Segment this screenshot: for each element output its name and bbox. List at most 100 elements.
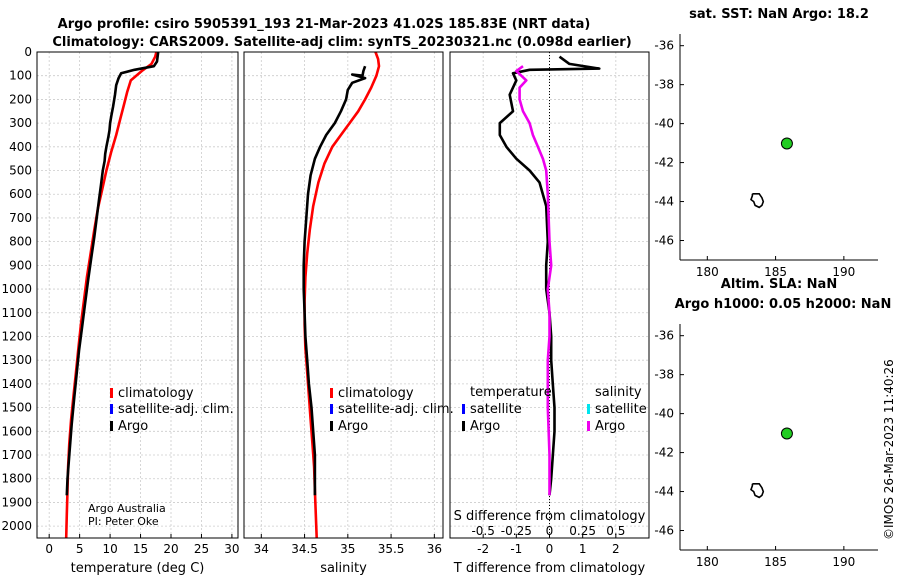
legend-label-satellite: satellite-adj. clim. — [338, 402, 454, 417]
y-tick-label: 1200 — [1, 329, 32, 343]
salinity-panel: 34 34.5 35 35.5 36 salinity — [243, 51, 444, 576]
y-tick-label: 1700 — [1, 448, 32, 462]
coastline — [750, 193, 765, 209]
legend-swatch-temp-argo — [462, 421, 465, 431]
secondary-x-axis-label: S difference from climatology — [454, 509, 646, 524]
legend-head-salinity: salinity — [595, 385, 642, 400]
series-line-argo — [65, 51, 160, 496]
credit-line1: Argo Australia — [88, 502, 166, 515]
x-tick-label: 2 — [612, 542, 620, 556]
x-tick-label: 35 — [340, 542, 355, 556]
figure-title-line1: Argo profile: csiro 5905391_193 21-Mar-2… — [58, 17, 591, 32]
axes-frame — [36, 51, 239, 539]
legend-label-satellite: satellite-adj. clim. — [118, 402, 234, 417]
map-x-tick-label: 185 — [764, 555, 787, 569]
map-title: Altim. SLA: NaN — [721, 277, 837, 292]
sst-map-panel: sat. SST: NaN Argo: 18.2 -36 -38 -40 -42 -44 -… — [654, 7, 878, 279]
legend-swatch-argo — [110, 421, 113, 431]
y-tick-label: 400 — [9, 140, 32, 154]
y-tick-label: 1500 — [1, 401, 32, 415]
x-axis-label: T difference from climatology — [453, 561, 646, 576]
y-tick-label: 600 — [9, 187, 32, 201]
map-y-tick-label: -46 — [654, 234, 674, 248]
legend-swatch-climatology — [330, 388, 333, 398]
x-tick-label: 34.5 — [291, 542, 318, 556]
y-tick-label: 1800 — [1, 472, 32, 486]
map-y-tick-label: -40 — [654, 407, 674, 421]
legend-label-temp-argo: Argo — [470, 419, 500, 434]
legend-label-climatology: climatology — [118, 386, 194, 401]
float-position-marker — [780, 427, 793, 440]
x-tick-label: 0 — [546, 542, 554, 556]
map-title: sat. SST: NaN Argo: 18.2 — [689, 7, 869, 22]
y-tick-label: 800 — [9, 235, 32, 249]
x-tick-label: 0 — [45, 542, 53, 556]
legend-label-argo: Argo — [118, 419, 148, 434]
map-y-tick-label: -36 — [654, 329, 674, 343]
y-tick-label: 900 — [9, 258, 32, 272]
credit-line2: PI: Peter Oke — [88, 515, 159, 528]
legend-swatch-temp-satellite — [462, 404, 465, 414]
x-tick-label: 10 — [102, 542, 117, 556]
legend-head-temperature: temperature — [470, 385, 552, 400]
legend-swatch-sal-satellite — [587, 404, 590, 414]
y-tick-label: 100 — [9, 69, 32, 83]
map-y-tick-label: -36 — [654, 39, 674, 53]
x-tick-label: 20 — [163, 542, 178, 556]
y-tick-label: 200 — [9, 92, 32, 106]
x-tick-label: 36 — [427, 542, 442, 556]
map-title: Argo h1000: 0.05 h2000: NaN — [675, 297, 892, 312]
axes-frame — [243, 51, 444, 539]
temperature-panel: 0 5 10 15 20 25 30 temperature (deg C) 0 100 200 30… — [1, 45, 239, 576]
secondary-x-tick-label: 0 — [546, 524, 554, 538]
x-tick-label: 35.5 — [378, 542, 405, 556]
x-tick-label: 30 — [224, 542, 239, 556]
float-position-marker — [780, 137, 793, 150]
x-axis-label: salinity — [320, 561, 367, 576]
coastline — [750, 482, 765, 499]
legend-label-sal-satellite: satellite — [595, 402, 647, 417]
sla-map-panel: Altim. SLA: NaN Argo h1000: 0.05 h2000: N… — [654, 277, 891, 569]
map-x-tick-label: 190 — [832, 555, 855, 569]
y-tick-label: 1600 — [1, 424, 32, 438]
y-tick-label: 1400 — [1, 377, 32, 391]
y-tick-label: 1300 — [1, 353, 32, 367]
map-x-tick-label: 180 — [696, 555, 719, 569]
x-tick-label: -2 — [477, 542, 489, 556]
map-y-tick-label: -38 — [654, 78, 674, 92]
imos-watermark: ©IMOS 26-Mar-2023 11:40:26 — [882, 359, 896, 540]
map-x-tick-label: 180 — [696, 265, 719, 279]
legend-label-climatology: climatology — [338, 386, 414, 401]
x-tick-label: 1 — [579, 542, 587, 556]
y-tick-label: 300 — [9, 116, 32, 130]
secondary-x-tick-label: 0.5 — [606, 524, 625, 538]
x-tick-label: 25 — [194, 542, 209, 556]
y-tick-label: 1900 — [1, 495, 32, 509]
profile-legend-temp: climatology satellite-adj. clim. Argo — [110, 386, 234, 434]
legend-swatch-satellite — [330, 404, 333, 414]
map-y-tick-label: -42 — [654, 156, 674, 170]
map-y-tick-label: -44 — [654, 195, 674, 209]
x-tick-label: 15 — [133, 542, 148, 556]
y-tick-label: 0 — [24, 45, 32, 59]
secondary-x-tick-label: -0.25 — [501, 524, 532, 538]
difference-legend: temperature salinity satellite Argo sate… — [462, 385, 647, 434]
difference-panel: -2 -1 0 1 2 T difference from climatology S di… — [449, 51, 650, 576]
profile-legend-sal: climatology satellite-adj. clim. Argo — [330, 386, 454, 434]
x-tick-label: 5 — [76, 542, 84, 556]
legend-label-argo: Argo — [338, 419, 368, 434]
map-y-tick-label: -40 — [654, 117, 674, 131]
series-line-argo — [302, 65, 367, 496]
map-x-tick-label: 190 — [832, 265, 855, 279]
series-line-salinity-argo — [514, 65, 553, 496]
series-line-climatology — [303, 51, 381, 539]
map-y-tick-label: -44 — [654, 485, 674, 499]
map-y-tick-label: -46 — [654, 524, 674, 538]
legend-swatch-satellite — [110, 404, 113, 414]
legend-swatch-sal-argo — [587, 421, 590, 431]
x-tick-label: -1 — [510, 542, 522, 556]
secondary-x-tick-label: -0.5 — [471, 524, 494, 538]
secondary-x-tick-label: 0.25 — [569, 524, 596, 538]
x-tick-label: 34 — [254, 542, 269, 556]
